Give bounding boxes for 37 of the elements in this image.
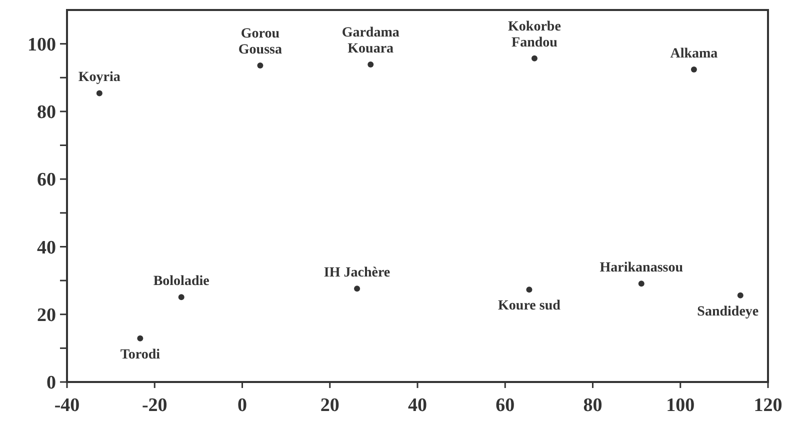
- x-tick-label: 60: [496, 395, 515, 416]
- point: [526, 286, 532, 293]
- y-tick-label: 100: [28, 34, 56, 56]
- x-tick-label: 0: [238, 395, 247, 416]
- x-tick-label: 100: [666, 395, 695, 416]
- annotation: Alkama: [670, 46, 718, 62]
- y-tick-label: 80: [37, 102, 56, 124]
- annotation: Torodi: [120, 347, 160, 362]
- x-tick-label: -40: [54, 395, 80, 416]
- point: [531, 55, 538, 62]
- y-tick-label: 60: [37, 170, 56, 191]
- point: [638, 280, 644, 287]
- point: [137, 335, 144, 342]
- y-tick-label: 40: [37, 237, 56, 258]
- point: [354, 286, 360, 292]
- annotation: Sandideye: [697, 304, 759, 320]
- x-tick-label: -20: [142, 395, 168, 416]
- x-tick-label: 80: [583, 395, 602, 416]
- annotation: Gardama Kouara: [342, 25, 400, 56]
- point: [737, 292, 744, 298]
- x-tick-label: 120: [754, 395, 782, 416]
- point: [368, 61, 374, 68]
- annotation: Kokorbe Fandou: [508, 19, 561, 50]
- annotation: Koyria: [78, 70, 120, 86]
- annotation: Harikanassou: [600, 260, 684, 276]
- x-tick-label: 40: [408, 395, 427, 416]
- annotation: IH Jachère: [324, 266, 390, 281]
- annotation: Koure sud: [498, 298, 561, 314]
- point: [178, 294, 184, 300]
- x-tick-label: 20: [320, 395, 340, 416]
- y-tick-label: 0: [46, 372, 56, 394]
- point: [690, 66, 697, 73]
- point: [257, 62, 264, 68]
- annotation: Bololadie: [153, 274, 210, 290]
- annotation: Gorou Goussa: [238, 26, 282, 58]
- point: [96, 90, 102, 96]
- y-tick-label: 20: [37, 305, 56, 326]
